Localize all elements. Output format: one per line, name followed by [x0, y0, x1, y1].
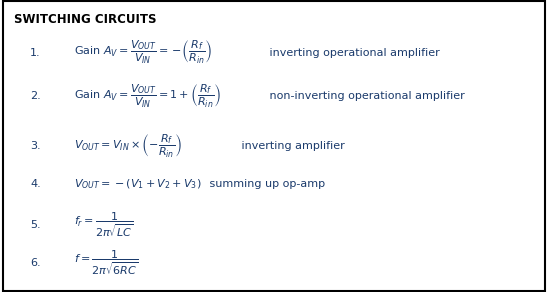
Text: 6.: 6. [30, 258, 41, 268]
Text: $f = \dfrac{1}{2\pi\sqrt{6RC}}$: $f = \dfrac{1}{2\pi\sqrt{6RC}}$ [74, 249, 139, 277]
Text: inverting operational amplifier: inverting operational amplifier [266, 48, 439, 58]
Text: 1.: 1. [30, 48, 41, 58]
Text: $f_r = \dfrac{1}{2\pi\sqrt{LC}}$: $f_r = \dfrac{1}{2\pi\sqrt{LC}}$ [74, 211, 134, 239]
Text: 5.: 5. [30, 220, 41, 230]
Text: $\mathrm{Gain}\ A_V = \dfrac{V_{OUT}}{V_{IN}} = 1 + \left(\dfrac{R_f}{R_{in}}\ri: $\mathrm{Gain}\ A_V = \dfrac{V_{OUT}}{V_… [74, 83, 221, 110]
Text: non-inverting operational amplifier: non-inverting operational amplifier [266, 91, 465, 101]
Text: 3.: 3. [30, 141, 41, 151]
Text: SWITCHING CIRCUITS: SWITCHING CIRCUITS [14, 13, 156, 26]
Text: 2.: 2. [30, 91, 41, 101]
Text: 4.: 4. [30, 179, 41, 189]
FancyBboxPatch shape [3, 1, 545, 291]
Text: $V_{OUT} = V_{IN} \times \left(-\dfrac{R_f}{R_{in}}\right)$: $V_{OUT} = V_{IN} \times \left(-\dfrac{R… [74, 133, 182, 159]
Text: inverting amplifier: inverting amplifier [238, 141, 345, 151]
Text: $\mathrm{Gain}\ A_V = \dfrac{V_{OUT}}{V_{IN}} = -\!\left(\dfrac{R_f}{R_{in}}\rig: $\mathrm{Gain}\ A_V = \dfrac{V_{OUT}}{V_… [74, 39, 213, 66]
Text: summing up op-amp: summing up op-amp [206, 179, 324, 189]
Text: $V_{OUT} = -(V_1 + V_2 + V_3)$: $V_{OUT} = -(V_1 + V_2 + V_3)$ [74, 177, 202, 191]
